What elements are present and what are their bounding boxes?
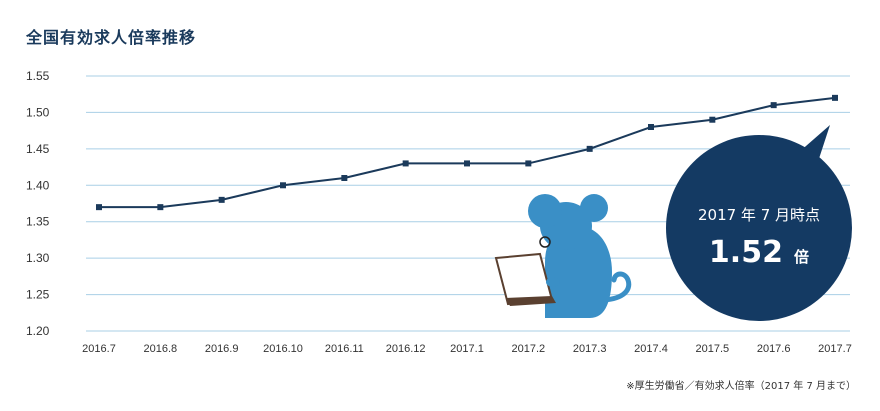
x-tick-label: 2017.4 — [634, 343, 668, 355]
data-point — [770, 102, 777, 109]
y-tick-label: 1.40 — [26, 178, 50, 192]
x-axis-ticks: 2016.7 2016.8 2016.9 2016.10 2016.11 2016.12 2… — [82, 343, 852, 355]
x-tick-label: 2017.3 — [573, 343, 607, 355]
series-line — [96, 94, 838, 211]
y-tick-label: 1.45 — [26, 142, 50, 156]
data-point — [218, 196, 225, 203]
callout-value: 1.52 — [709, 235, 783, 270]
x-tick-label: 2017.1 — [450, 343, 484, 355]
x-tick-label: 2017.7 — [818, 343, 852, 355]
x-tick-label: 2016.7 — [82, 343, 116, 355]
y-tick-label: 1.30 — [26, 251, 50, 265]
data-point — [832, 94, 838, 101]
x-tick-label: 2017.6 — [757, 343, 791, 355]
y-tick-label: 1.35 — [26, 215, 50, 229]
y-tick-label: 1.50 — [26, 105, 50, 119]
data-point — [402, 160, 409, 167]
y-tick-label: 1.20 — [26, 324, 50, 338]
callout-value-group: 1.52 倍 — [709, 235, 809, 270]
data-point — [157, 204, 164, 211]
data-point — [96, 204, 102, 211]
x-tick-label: 2016.8 — [144, 343, 178, 355]
data-point — [586, 145, 593, 152]
y-tick-label: 1.25 — [26, 288, 50, 302]
x-tick-label: 2017.2 — [512, 343, 546, 355]
data-point — [464, 160, 470, 167]
data-point — [341, 175, 348, 181]
data-point — [648, 124, 654, 130]
callout-date-label: 2017 年 7 月時点 — [698, 206, 820, 224]
callout-unit: 倍 — [794, 248, 809, 266]
data-point — [709, 116, 716, 123]
callout-bubble: 2017 年 7 月時点 1.52 倍 — [666, 125, 852, 321]
data-point — [280, 182, 286, 189]
x-tick-label: 2016.11 — [325, 343, 364, 355]
y-axis-ticks: 1.55 1.50 1.45 1.40 1.35 1.30 1.25 1.20 — [26, 69, 50, 338]
x-tick-label: 2017.5 — [696, 343, 730, 355]
x-tick-label: 2016.10 — [263, 343, 303, 355]
y-tick-label: 1.55 — [26, 69, 50, 83]
source-note: ※厚生労働省／有効求人倍率（2017 年 7 月まで） — [626, 381, 856, 392]
x-tick-label: 2016.12 — [386, 343, 426, 355]
chart-title: 全国有効求人倍率推移 — [26, 28, 197, 47]
data-point — [525, 160, 532, 167]
x-tick-label: 2016.9 — [205, 343, 239, 355]
mouse-with-laptop-icon — [494, 194, 632, 318]
